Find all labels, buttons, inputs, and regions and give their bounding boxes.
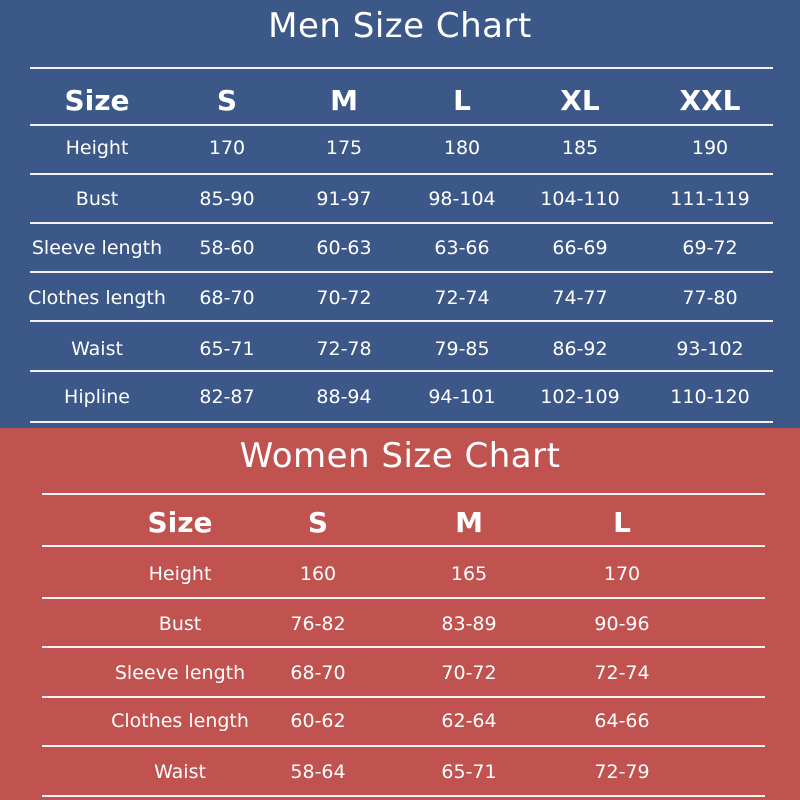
men-table-cell: 70-72 <box>316 287 372 309</box>
women-table-cell: 160 <box>299 563 337 585</box>
men-table-cell: 65-71 <box>199 338 255 360</box>
women-table-cell: 65-71 <box>441 761 497 783</box>
women-table-cell: 64-66 <box>594 710 650 732</box>
women-header-size-m: M <box>455 506 483 539</box>
women-divider <box>42 745 765 747</box>
women-table-cell: 72-74 <box>594 662 650 684</box>
men-table-cell: 69-72 <box>682 237 738 259</box>
women-table-cell: 90-96 <box>594 613 650 635</box>
men-table-cell: 175 <box>325 137 363 159</box>
men-row-label: Bust <box>75 188 119 210</box>
women-row-label: Height <box>148 563 212 585</box>
women-divider <box>42 646 765 648</box>
women-row-label: Waist <box>154 761 206 783</box>
men-table-cell: 60-63 <box>316 237 372 259</box>
men-header-size-m: M <box>330 84 358 117</box>
women-header-size-l: L <box>613 506 631 539</box>
women-divider <box>42 597 765 599</box>
men-table-cell: 74-77 <box>552 287 608 309</box>
women-table-cell: 70-72 <box>441 662 497 684</box>
men-table-cell: 77-80 <box>682 287 738 309</box>
men-table-cell: 79-85 <box>434 338 490 360</box>
men-table-cell: 110-120 <box>670 386 750 408</box>
men-table-cell: 58-60 <box>199 237 255 259</box>
men-table-cell: 190 <box>691 137 729 159</box>
men-divider <box>30 124 773 126</box>
men-row-label: Hipline <box>64 386 130 408</box>
men-divider <box>30 421 773 423</box>
women-divider <box>42 545 765 547</box>
women-header-size-s: S <box>307 506 329 539</box>
women-row-label: Bust <box>158 613 202 635</box>
men-table-cell: 102-109 <box>540 386 620 408</box>
men-table-cell: 82-87 <box>199 386 255 408</box>
women-divider <box>42 795 765 797</box>
men-header-size-l: L <box>453 84 471 117</box>
men-row-label: Height <box>65 137 129 159</box>
women-chart-title: Women Size Chart <box>239 436 561 476</box>
men-size-chart: Men Size Chart Size S M L XL XXL Height 170 175 1… <box>0 0 800 428</box>
women-table-cell: 68-70 <box>290 662 346 684</box>
men-table-cell: 93-102 <box>676 338 744 360</box>
men-table-cell: 63-66 <box>434 237 490 259</box>
men-table-cell: 180 <box>443 137 481 159</box>
women-row-label: Clothes length <box>111 710 249 732</box>
men-chart-title: Men Size Chart <box>268 6 532 46</box>
men-table-cell: 66-69 <box>552 237 608 259</box>
women-row-label: Sleeve length <box>114 662 246 684</box>
men-table-cell: 68-70 <box>199 287 255 309</box>
women-size-chart: Women Size Chart Size S M L Height 160 165 170 B… <box>0 428 800 800</box>
men-divider <box>30 67 773 69</box>
men-table-cell: 91-97 <box>316 188 372 210</box>
men-table-cell: 185 <box>561 137 599 159</box>
men-table-cell: 94-101 <box>428 386 496 408</box>
women-table-cell: 170 <box>603 563 641 585</box>
men-divider <box>30 370 773 372</box>
men-divider <box>30 222 773 224</box>
men-row-label: Sleeve length <box>31 237 163 259</box>
men-header-size-s: S <box>216 84 238 117</box>
men-table-cell: 85-90 <box>199 188 255 210</box>
men-header-size-label: Size <box>64 84 130 117</box>
men-divider <box>30 173 773 175</box>
women-table-cell: 83-89 <box>441 613 497 635</box>
women-divider <box>42 493 765 495</box>
men-table-cell: 86-92 <box>552 338 608 360</box>
men-table-cell: 98-104 <box>428 188 496 210</box>
women-table-cell: 165 <box>450 563 488 585</box>
men-row-label: Clothes length <box>28 287 166 309</box>
women-table-cell: 62-64 <box>441 710 497 732</box>
men-table-cell: 72-78 <box>316 338 372 360</box>
men-header-size-xl: XL <box>560 84 600 117</box>
men-table-cell: 72-74 <box>434 287 490 309</box>
men-header-size-xxl: XXL <box>679 84 741 117</box>
men-table-cell: 104-110 <box>540 188 620 210</box>
women-table-cell: 76-82 <box>290 613 346 635</box>
men-table-cell: 111-119 <box>670 188 750 210</box>
women-table-cell: 72-79 <box>594 761 650 783</box>
women-divider <box>42 696 765 698</box>
men-divider <box>30 320 773 322</box>
women-header-size-label: Size <box>147 506 213 539</box>
men-table-cell: 170 <box>208 137 246 159</box>
men-divider <box>30 271 773 273</box>
women-table-cell: 60-62 <box>290 710 346 732</box>
women-table-cell: 58-64 <box>290 761 346 783</box>
men-table-cell: 88-94 <box>316 386 372 408</box>
men-row-label: Waist <box>71 338 123 360</box>
